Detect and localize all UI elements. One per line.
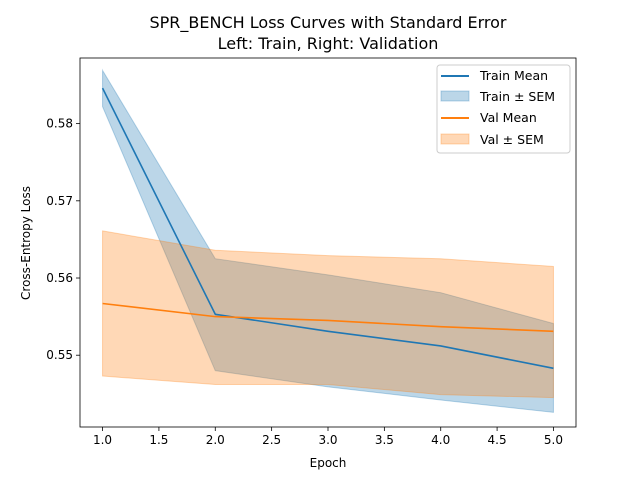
legend-label-train-sem: Train ± SEM [479,89,555,104]
y-axis-label: Cross-Entropy Loss [19,186,33,300]
x-tick-label: 2.5 [262,433,281,447]
y-tick-label: 0.56 [46,271,73,285]
legend-label-val-mean: Val Mean [480,110,537,125]
y-tick-label: 0.57 [46,194,73,208]
legend-label-val-sem: Val ± SEM [480,132,544,147]
legend-label-train-mean: Train Mean [479,68,548,83]
x-tick-label: 4.0 [431,433,450,447]
x-axis-label: Epoch [310,456,347,470]
x-tick-label: 2.0 [206,433,225,447]
y-tick-label: 0.58 [46,117,73,131]
chart-subtitle: Left: Train, Right: Validation [218,34,439,53]
chart-title: SPR_BENCH Loss Curves with Standard Erro… [150,13,507,33]
x-tick-label: 1.5 [149,433,168,447]
legend-swatch-val-sem [441,134,469,144]
x-tick-label: 4.5 [488,433,507,447]
legend-swatch-train-sem [441,91,469,101]
x-tick-label: 3.5 [375,433,394,447]
y-tick-label: 0.55 [46,348,73,362]
x-tick-label: 1.0 [93,433,112,447]
x-tick-label: 3.0 [318,433,337,447]
legend: Train Mean Train ± SEM Val Mean Val ± SE… [437,65,570,153]
x-tick-label: 5.0 [544,433,563,447]
